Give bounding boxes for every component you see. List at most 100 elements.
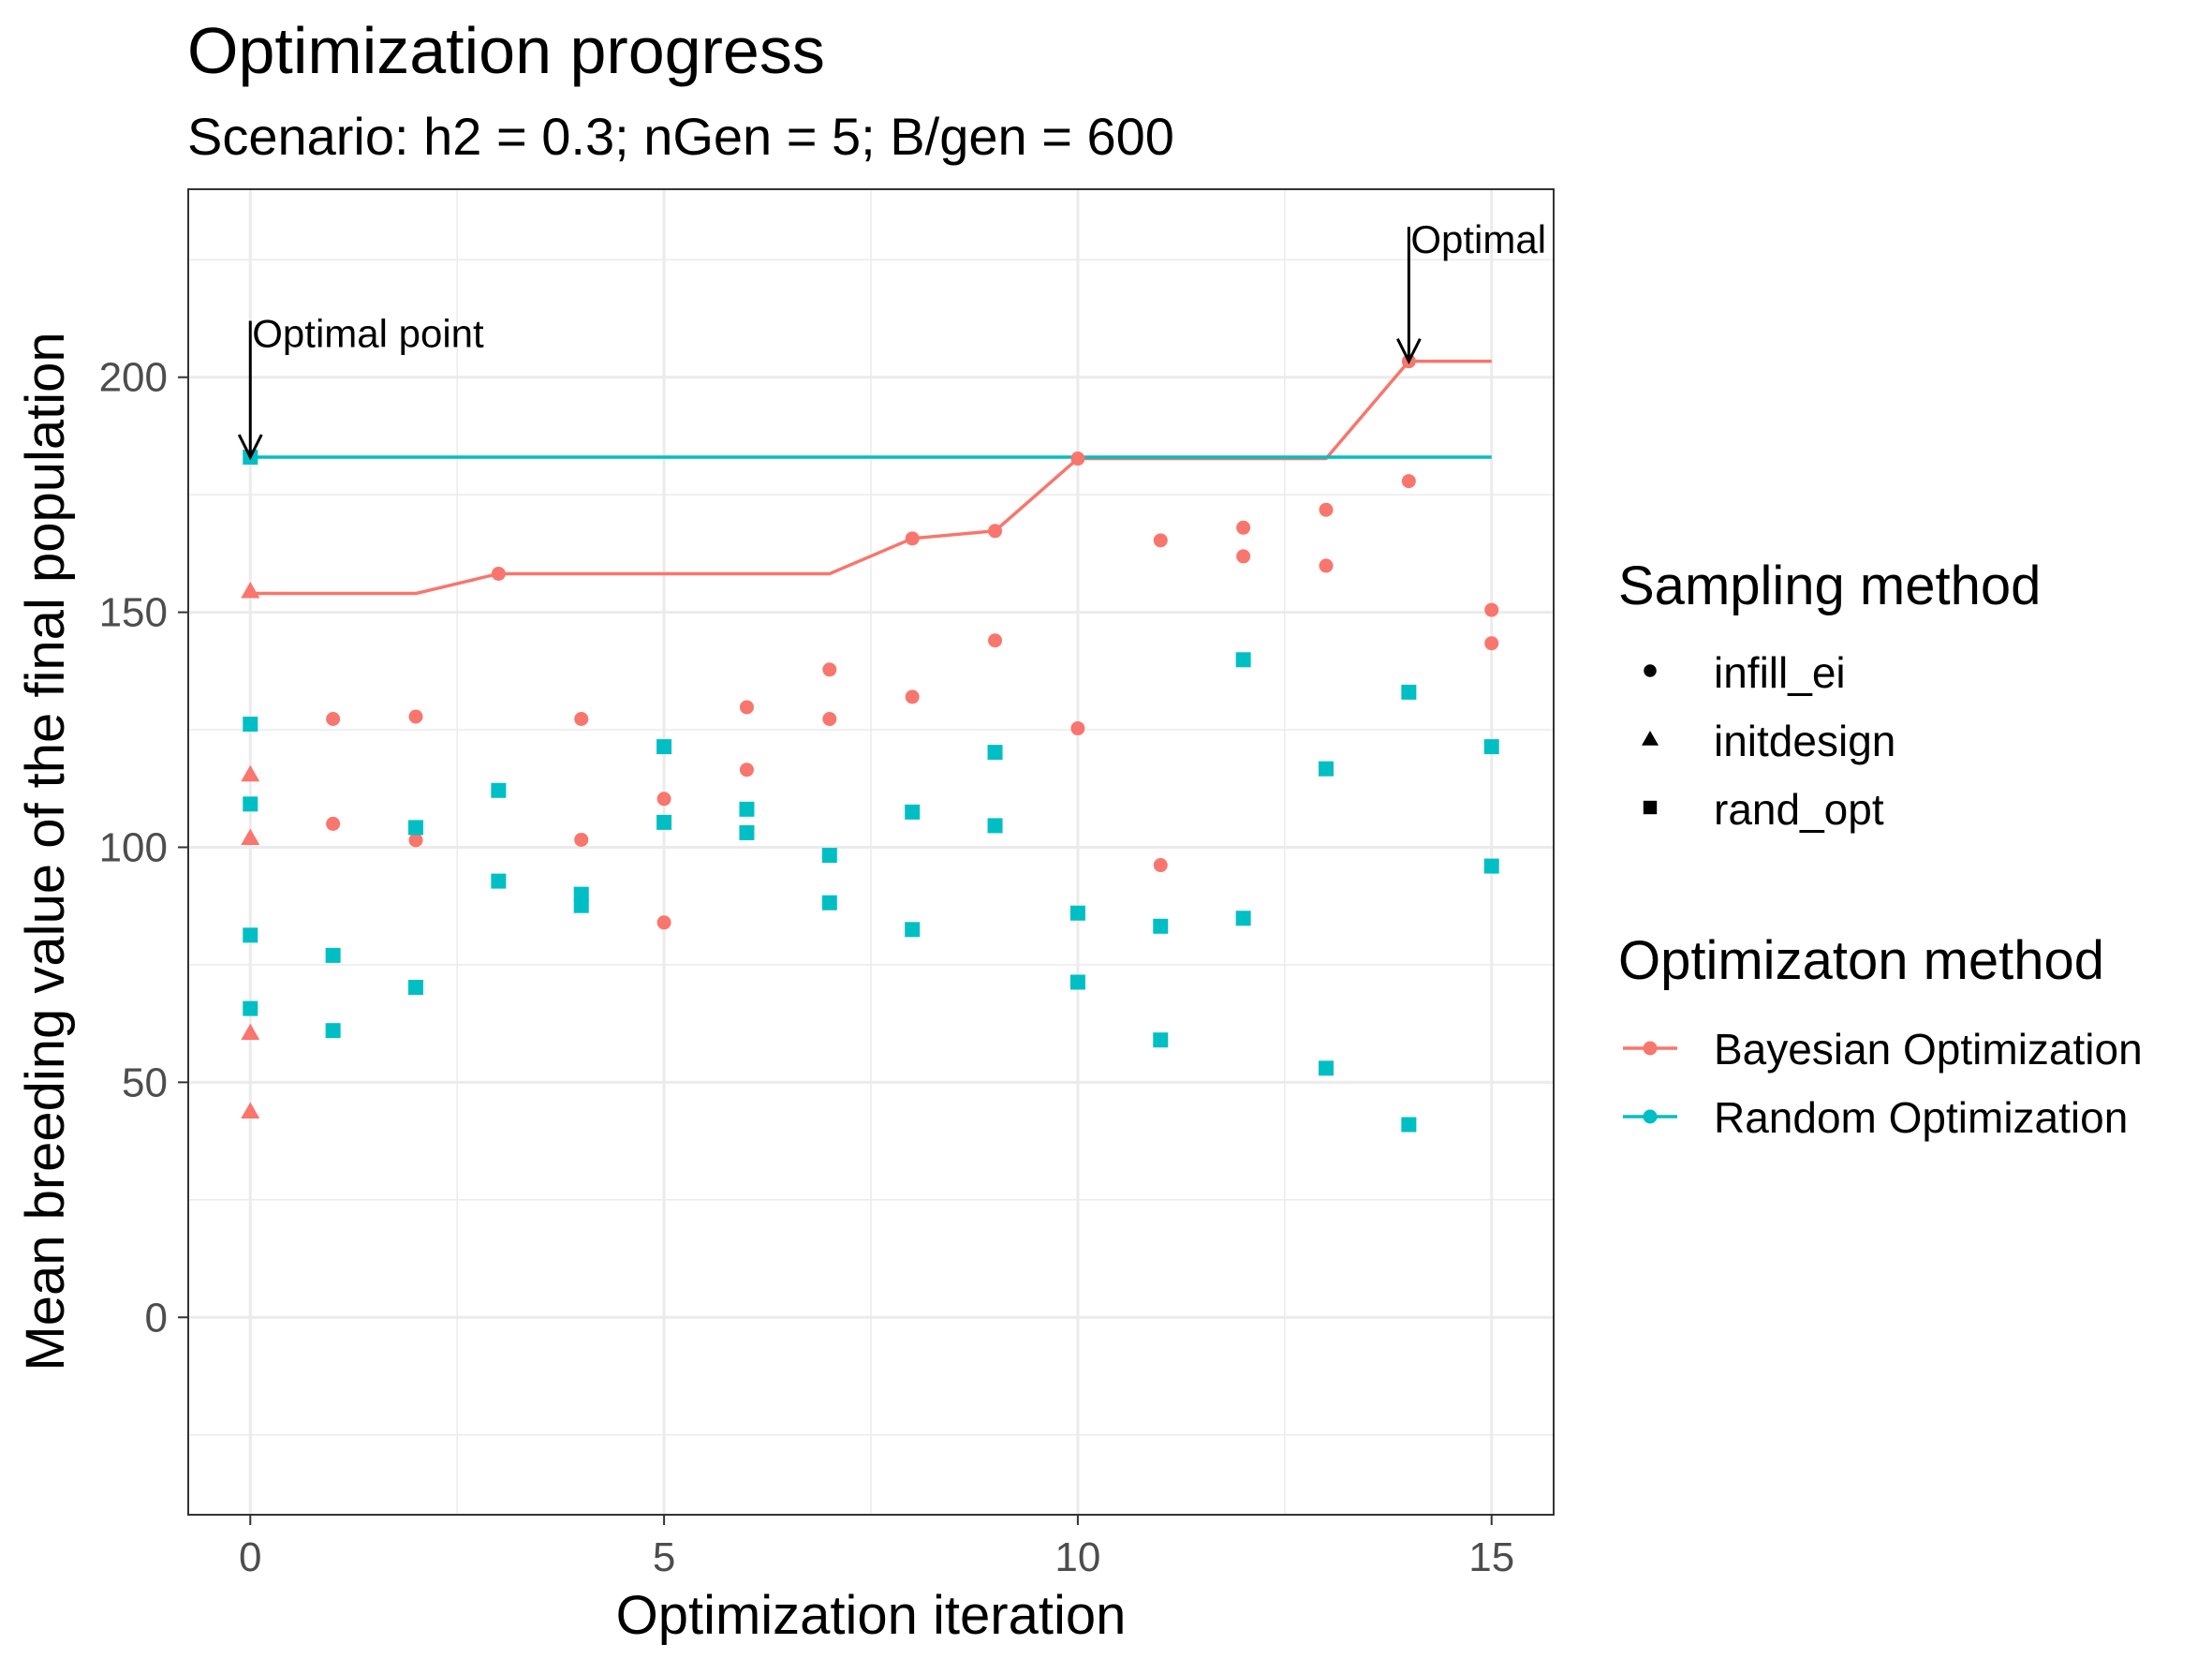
infill_ei-point <box>988 524 1003 539</box>
plot-panel-border <box>187 188 1555 1516</box>
rand_opt-point <box>573 886 589 902</box>
rand_opt-point <box>1483 739 1499 755</box>
initdesign-point <box>241 828 260 845</box>
infill_ei-point <box>988 633 1003 648</box>
annotations: Optimal point Optimal point <box>237 217 1643 461</box>
rand_opt-point <box>821 895 837 911</box>
rand_opt-point <box>1319 761 1334 777</box>
rand_opt-point <box>1319 1060 1334 1076</box>
chart-title: Optimization progress <box>187 14 825 87</box>
rand_opt-point <box>1153 918 1169 934</box>
legend-shape-title: Sampling method <box>1618 555 2041 616</box>
rand_opt-point <box>1401 684 1417 700</box>
y-tick-label: 200 <box>99 355 168 401</box>
rand_opt-point <box>1069 974 1085 990</box>
infill_ei-point <box>326 816 341 831</box>
chart-subtitle: Scenario: h2 = 0.3; nGen = 5; B/gen = 60… <box>187 107 1174 166</box>
infill_ei-point <box>822 711 837 726</box>
infill_ei-point <box>491 566 506 581</box>
infill_ei-point <box>326 711 341 726</box>
infill_ei-point <box>656 915 671 930</box>
initdesign-point <box>241 1023 260 1041</box>
y-tick-label: 100 <box>99 824 168 870</box>
infill_ei-point <box>905 689 920 704</box>
rand_opt-point <box>573 897 589 913</box>
rand_opt-point <box>325 947 341 963</box>
rand_opt-point <box>491 782 507 798</box>
x-tick-label: 0 <box>239 1534 261 1580</box>
rand_opt-point <box>491 873 507 889</box>
initdesign-point <box>241 764 260 782</box>
rand_opt-point <box>1153 1032 1169 1048</box>
legend-label-bayesian: Bayesian Optimization <box>1714 1025 2143 1074</box>
rand_opt-point <box>408 980 423 996</box>
rand_opt-point <box>739 801 755 817</box>
rand_opt-point <box>243 717 258 733</box>
rand_opt-point <box>905 922 921 938</box>
infill_ei-point <box>905 531 920 546</box>
legend-label-rand-opt: rand_opt <box>1714 785 1884 834</box>
infill_ei-point <box>1153 858 1168 873</box>
rand_opt-point <box>1483 858 1499 874</box>
legend-color-title: Optimizaton method <box>1618 930 2104 991</box>
legend-key-dot <box>1643 1109 1658 1124</box>
rand_opt-point <box>905 804 921 820</box>
rand_opt-point <box>325 1023 341 1039</box>
infill_ei-point <box>656 792 671 807</box>
y-axis-title: Mean breeding value of the final populat… <box>15 332 76 1370</box>
rand_opt-point <box>1235 911 1251 926</box>
infill_ei-point <box>1070 721 1085 736</box>
legend-label-infill-ei: infill_ei <box>1714 648 1846 697</box>
legend-key-triangle <box>1642 731 1659 746</box>
annotation-arrow-head <box>1396 337 1422 365</box>
infill_ei-point <box>822 662 837 677</box>
y-tick-label: 50 <box>122 1059 168 1105</box>
legend-key-circle <box>1644 664 1657 677</box>
x-tick-label: 5 <box>653 1534 675 1580</box>
annotation-arrow-head <box>237 434 263 461</box>
legend-label-random: Random Optimization <box>1714 1093 2128 1142</box>
infill_ei-point <box>408 833 423 848</box>
infill_ei-point <box>1484 636 1499 651</box>
initdesign-point <box>241 582 260 599</box>
infill_ei-point <box>1236 520 1251 535</box>
initdesign-point <box>241 1102 260 1118</box>
grid <box>188 189 1554 1515</box>
infill_ei-point <box>574 711 589 726</box>
rand_opt-point <box>243 1000 258 1016</box>
y-tick-label: 0 <box>145 1295 168 1341</box>
infill_ei-point <box>408 709 423 724</box>
infill_ei-point <box>1484 602 1499 617</box>
rand_opt-point <box>243 927 258 943</box>
rand_opt-point <box>656 739 672 755</box>
legend-key-square <box>1643 800 1658 815</box>
rand_opt-point <box>656 814 672 830</box>
infill_ei-point <box>1401 474 1416 489</box>
infill_ei-point <box>1319 558 1334 573</box>
rand_opt-point <box>243 796 258 812</box>
infill_ei-point <box>739 763 754 778</box>
rand_opt-point <box>987 745 1003 761</box>
rand_opt-point <box>739 824 755 840</box>
annotation-label-0: Optimal point <box>252 311 484 355</box>
x-tick-label: 15 <box>1468 1534 1514 1580</box>
rand_opt-point <box>1069 905 1085 921</box>
legend-key-dot <box>1643 1041 1658 1056</box>
rand_opt-point <box>1235 652 1251 668</box>
y-tick-label: 150 <box>99 590 168 636</box>
infill_ei-point <box>1153 533 1168 548</box>
x-tick-label: 10 <box>1054 1534 1100 1580</box>
x-axis-title: Optimization iteration <box>616 1585 1127 1646</box>
annotation-label-1: Optimal point <box>1410 217 1643 261</box>
infill_ei-point <box>1236 549 1251 564</box>
data-layer <box>241 354 1499 1133</box>
rand_opt-point <box>821 848 837 864</box>
legend-label-initdesign: initdesign <box>1714 717 1895 765</box>
legend: Sampling method infill_ei initdesign ran… <box>1618 555 2143 1142</box>
rand_opt-point <box>1401 1117 1417 1133</box>
infill_ei-point <box>1319 502 1334 517</box>
infill_ei-point <box>1070 452 1085 467</box>
infill_ei-point <box>574 832 589 847</box>
